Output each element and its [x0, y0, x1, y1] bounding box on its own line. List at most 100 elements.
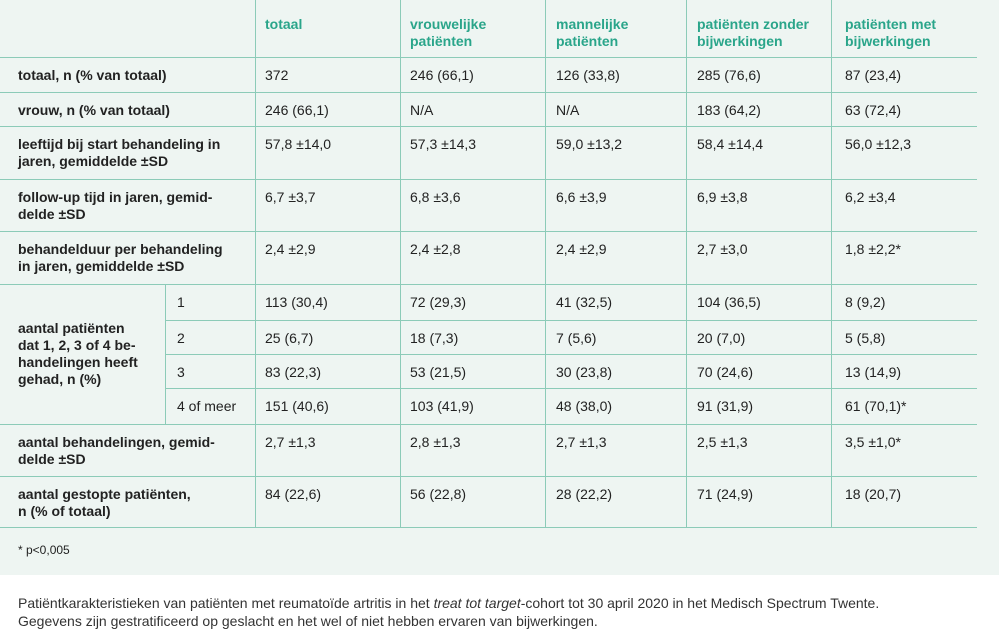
- cell: 83 (22,3): [265, 364, 322, 380]
- row-rule: [0, 284, 977, 285]
- column-rule: [255, 0, 256, 527]
- cell: 2,4 ±2,9: [556, 241, 607, 257]
- text-line: patiënten zonder: [697, 16, 810, 32]
- cell: 63 (72,4): [845, 102, 902, 118]
- table-panel: [0, 0, 999, 575]
- caption: Patiëntkarakteristieken van patiënten me…: [18, 594, 879, 630]
- cell: 56 (22,8): [410, 486, 467, 502]
- row-rule: [165, 320, 977, 321]
- column-header: mannelijke patiënten: [556, 16, 628, 50]
- cell: 2,4 ±2,8: [410, 241, 461, 257]
- cell: 285 (76,6): [697, 67, 761, 83]
- text-line: patiënten: [556, 33, 619, 49]
- sub-label: 3: [177, 364, 185, 380]
- cell: 59,0 ±13,2: [556, 136, 623, 152]
- caption-text: Patiëntkarakteristieken van patiënten me…: [18, 595, 434, 611]
- cell: 2,5 ±1,3: [697, 434, 748, 450]
- row-label: aantal behandelingen, gemid-delde ±SD: [18, 434, 215, 468]
- cell: 25 (6,7): [265, 330, 314, 346]
- column-rule: [831, 0, 832, 527]
- cell: 103 (41,9): [410, 398, 474, 414]
- cell: 18 (7,3): [410, 330, 459, 346]
- footnote: * p<0,005: [18, 543, 70, 557]
- caption-italic: treat tot target: [433, 595, 521, 611]
- row-rule: [0, 424, 977, 425]
- text-line: bijwerkingen: [845, 33, 931, 49]
- text-line: patiënten met: [845, 16, 937, 32]
- row-label: vrouw, n (% van totaal): [18, 102, 170, 119]
- cell: 58,4 ±14,4: [697, 136, 764, 152]
- cell: 87 (23,4): [845, 67, 902, 83]
- cell: 13 (14,9): [845, 364, 902, 380]
- cell: 2,8 ±1,3: [410, 434, 461, 450]
- cell: 28 (22,2): [556, 486, 613, 502]
- column-rule: [400, 0, 401, 527]
- text-line: in jaren, gemiddelde ±SD: [18, 258, 185, 274]
- caption-text: -cohort tot 30 april 2020 in het Medisch…: [520, 595, 880, 611]
- column-rule: [686, 0, 687, 527]
- cell: 48 (38,0): [556, 398, 613, 414]
- text-line: delde ±SD: [18, 451, 86, 467]
- column-header: totaal: [265, 16, 302, 33]
- cell: 57,3 ±14,3: [410, 136, 477, 152]
- row-rule: [0, 126, 977, 127]
- text-line: behandelduur per behandeling: [18, 241, 223, 257]
- row-rule: [0, 57, 977, 58]
- cell: 372: [265, 67, 289, 83]
- text-line: vrouwelijke: [410, 16, 487, 32]
- text-line: totaal, n (% van totaal): [18, 67, 167, 83]
- cell: 6,8 ±3,6: [410, 189, 461, 205]
- text-line: vrouw, n (% van totaal): [18, 102, 170, 118]
- sub-label: 4 of meer: [177, 398, 237, 414]
- cell: 20 (7,0): [697, 330, 746, 346]
- cell: 6,2 ±3,4: [845, 189, 896, 205]
- sub-label: 2: [177, 330, 185, 346]
- cell: 8 (9,2): [845, 294, 886, 310]
- text-line: jaren, gemiddelde ±SD: [18, 153, 169, 169]
- cell: 2,7 ±1,3: [265, 434, 316, 450]
- cell: 104 (36,5): [697, 294, 761, 310]
- cell: 41 (32,5): [556, 294, 613, 310]
- row-label: aantal gestopte patiënten, n (% of totaal…: [18, 486, 191, 520]
- text-line: mannelijke: [556, 16, 629, 32]
- cell: 18 (20,7): [845, 486, 902, 502]
- row-rule: [165, 354, 977, 355]
- row-rule: [0, 179, 977, 180]
- column-rule: [165, 284, 166, 424]
- cell: 3,5 ±1,0*: [845, 434, 901, 450]
- column-header: patiënten zonder bijwerkingen: [697, 16, 809, 50]
- column-rule: [545, 0, 546, 527]
- cell: 72 (29,3): [410, 294, 467, 310]
- cell: 1,8 ±2,2*: [845, 241, 901, 257]
- cell: 70 (24,6): [697, 364, 754, 380]
- cell: 30 (23,8): [556, 364, 613, 380]
- caption-text: Gegevens zijn gestratificeerd op geslach…: [18, 613, 598, 629]
- cell: 2,4 ±2,9: [265, 241, 316, 257]
- cell: 246 (66,1): [410, 67, 474, 83]
- cell: 6,9 ±3,8: [697, 189, 748, 205]
- row-rule: [0, 92, 977, 93]
- cell: 91 (31,9): [697, 398, 754, 414]
- text-line: gehad, n (%): [18, 371, 102, 387]
- row-rule: [0, 527, 977, 528]
- text-line: aantal patiënten: [18, 320, 125, 336]
- row-label: aantal patiënten dat 1, 2, 3 of 4 be-hand…: [18, 320, 138, 388]
- cell: 84 (22,6): [265, 486, 322, 502]
- cell: 71 (24,9): [697, 486, 754, 502]
- text-line: dat 1, 2, 3 of 4 be-: [18, 337, 136, 353]
- text-line: handelingen heeft: [18, 354, 138, 370]
- cell: 126 (33,8): [556, 67, 620, 83]
- cell: 113 (30,4): [265, 294, 328, 310]
- text-line: n (% of totaal): [18, 503, 111, 519]
- row-label: totaal, n (% van totaal): [18, 67, 167, 84]
- cell: 183 (64,2): [697, 102, 761, 118]
- cell: 2,7 ±1,3: [556, 434, 607, 450]
- text-line: aantal behandelingen, gemid-: [18, 434, 215, 450]
- cell: N/A: [556, 102, 580, 118]
- row-label: follow-up tijd in jaren, gemid-delde ±SD: [18, 189, 212, 223]
- cell: 2,7 ±3,0: [697, 241, 748, 257]
- text-line: leeftijd bij start behandeling in: [18, 136, 221, 152]
- text-line: follow-up tijd in jaren, gemid-: [18, 189, 213, 205]
- cell: 6,6 ±3,9: [556, 189, 607, 205]
